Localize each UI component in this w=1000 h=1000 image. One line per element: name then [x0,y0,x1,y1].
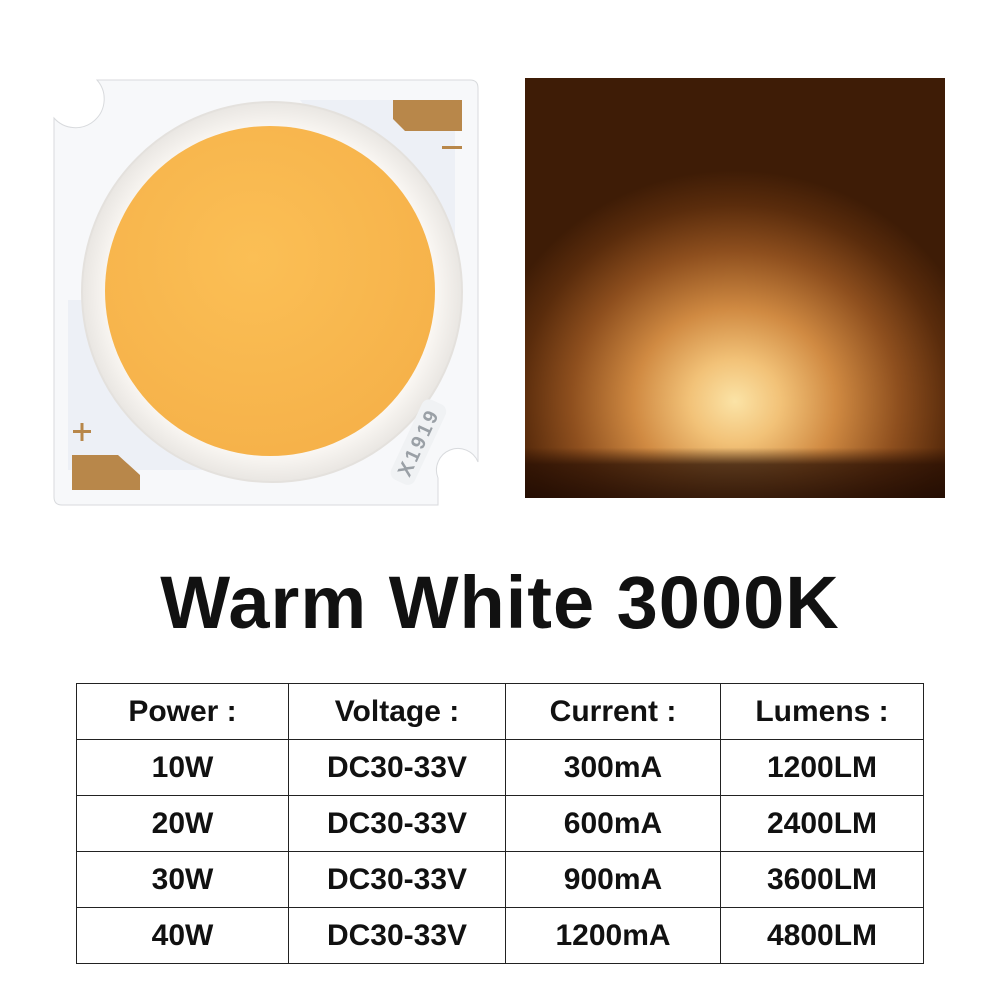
minus-pad [393,100,462,131]
warm-light-glow-image [525,78,945,498]
cell-lumens: 3600LM [720,851,924,908]
table-row: 30W DC30-33V 900mA 3600LM [76,851,924,908]
cell-power: 20W [76,795,289,852]
cell-lumens: 4800LM [720,907,924,964]
table-row: 20W DC30-33V 600mA 2400LM [76,795,924,852]
cell-current: 600mA [505,795,721,852]
table-row: 10W DC30-33V 300mA 1200LM [76,739,924,796]
table-header-row: Power : Voltage : Current : Lumens : [76,683,924,740]
cell-voltage: DC30-33V [288,739,506,796]
cell-voltage: DC30-33V [288,795,506,852]
cell-current: 1200mA [505,907,721,964]
cell-current: 300mA [505,739,721,796]
header-current: Current : [505,683,721,740]
header-lumens: Lumens : [720,683,924,740]
cell-power: 40W [76,907,289,964]
header-power: Power : [76,683,289,740]
table-row: 40W DC30-33V 1200mA 4800LM [76,907,924,964]
plus-pad [72,455,140,490]
cell-power: 10W [76,739,289,796]
cell-lumens: 2400LM [720,795,924,852]
plus-icon [73,423,91,441]
cell-voltage: DC30-33V [288,907,506,964]
cell-power: 30W [76,851,289,908]
emitter-phosphor [105,126,435,456]
minus-icon [442,146,462,149]
cell-voltage: DC30-33V [288,851,506,908]
cell-lumens: 1200LM [720,739,924,796]
header-voltage: Voltage : [288,683,506,740]
specs-table: Power : Voltage : Current : Lumens : 10W… [76,683,924,964]
cell-current: 900mA [505,851,721,908]
product-title: Warm White 3000K [160,561,840,644]
cob-led-chip-image: X1919 [53,79,479,506]
